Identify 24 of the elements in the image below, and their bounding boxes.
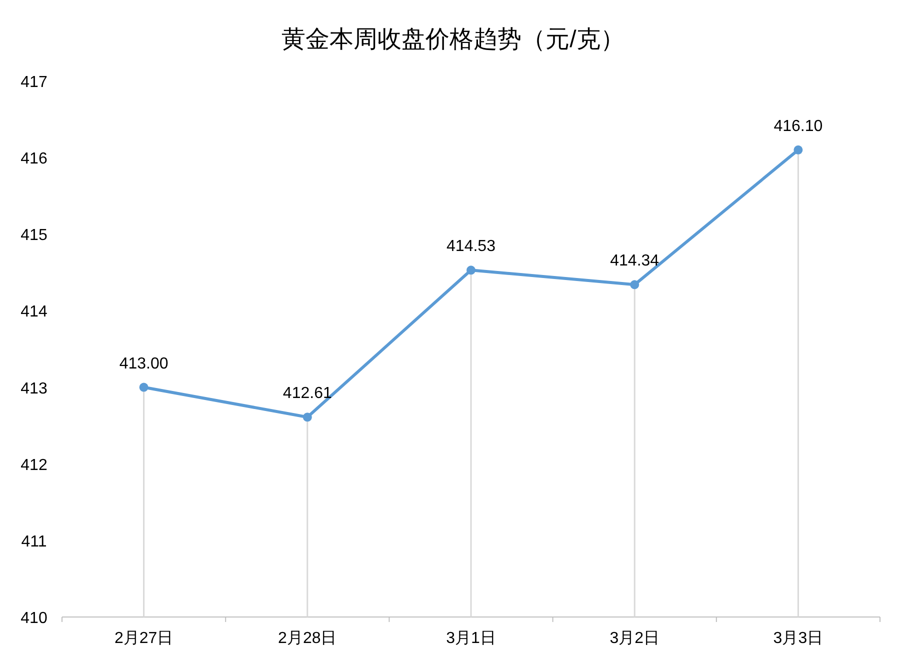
- ytick: 411: [21, 533, 47, 550]
- xtick: 3月1日: [446, 630, 496, 647]
- label: 414.34: [610, 252, 660, 270]
- xtick: 3月3日: [773, 630, 824, 647]
- point: [630, 280, 640, 290]
- title: 黄金本周收盘价格趋势（元/克）: [282, 26, 624, 53]
- label: 416.10: [774, 118, 823, 135]
- ytick: 410: [20, 610, 48, 627]
- ytick: 417: [20, 74, 48, 91]
- xtick: 3月2日: [610, 630, 660, 647]
- label: 414.53: [446, 238, 496, 256]
- ytick: 416: [20, 150, 48, 168]
- ytick: 414: [20, 304, 48, 321]
- label: 413.00: [119, 355, 168, 372]
- ytick: 413: [20, 380, 48, 398]
- point: [302, 412, 312, 422]
- ytick: 412: [20, 456, 48, 474]
- xtick: 2月28日: [278, 630, 337, 647]
- point: [794, 145, 803, 154]
- ytick: 415: [20, 227, 48, 244]
- point: [139, 382, 148, 392]
- xtick: 2月27日: [114, 630, 174, 647]
- point: [466, 266, 476, 275]
- label: 412.61: [282, 385, 332, 402]
